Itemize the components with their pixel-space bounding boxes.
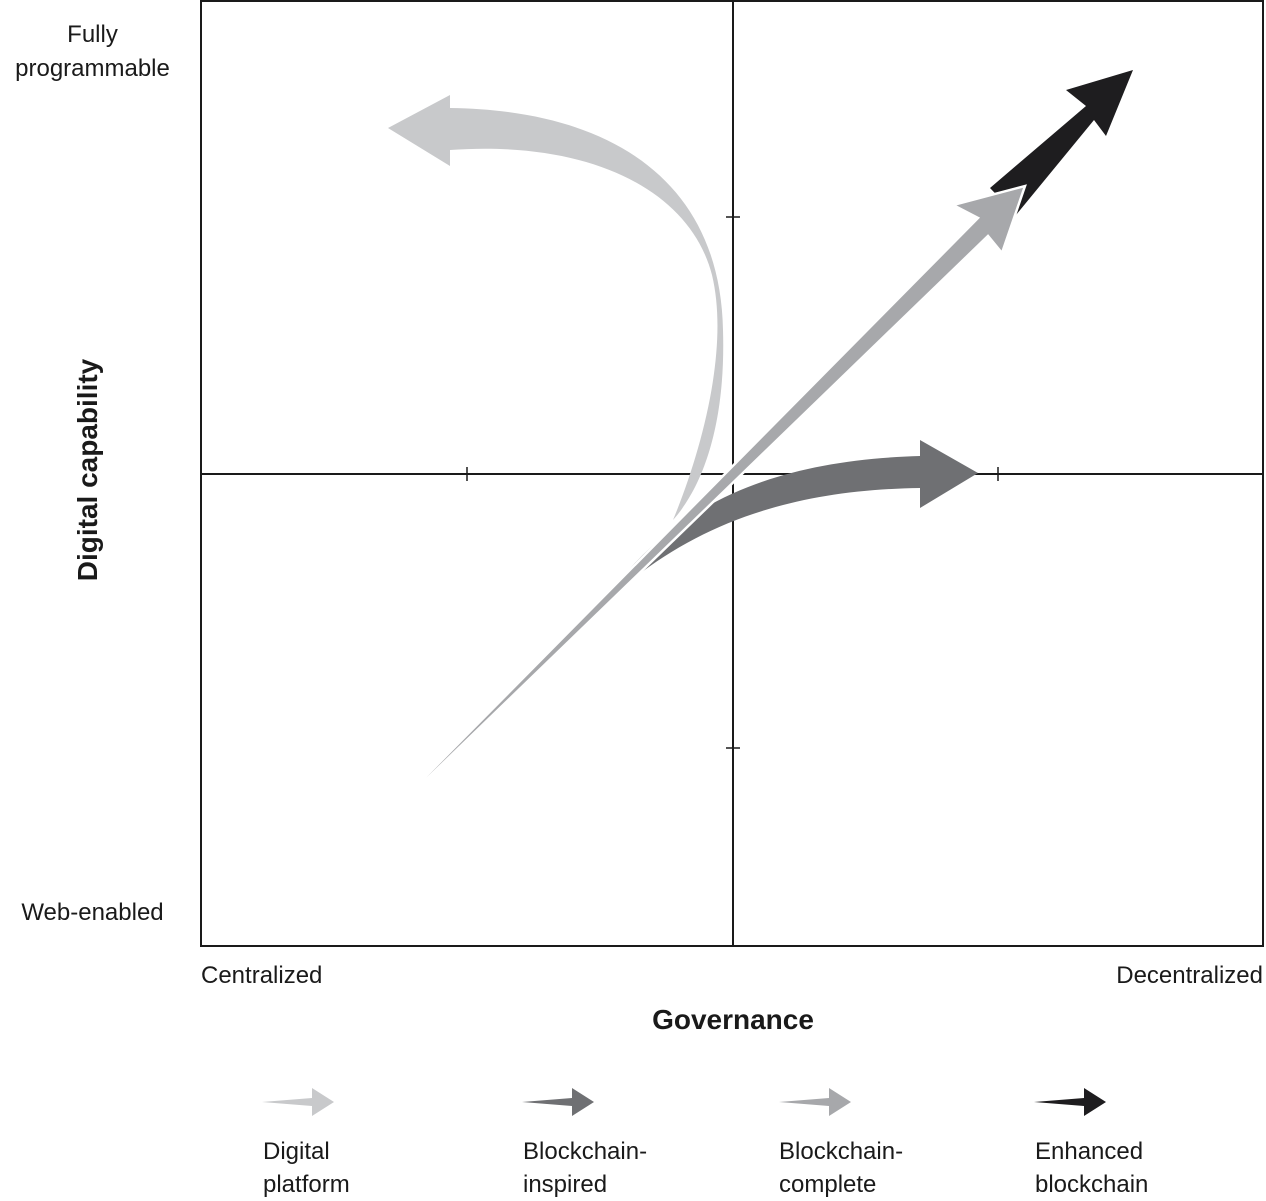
legend-label-blockchain-complete: Blockchain- complete <box>779 1135 903 1201</box>
y-axis-title: Digital capability <box>72 358 103 582</box>
y-top-label: Fully programmable <box>0 18 185 86</box>
legend-arrow-blockchain-complete <box>779 1088 851 1116</box>
blockchain-inspired-arrow <box>600 440 978 608</box>
legend-line: inspired <box>523 1171 608 1198</box>
blockchain-complete-arrow <box>344 184 1027 859</box>
x-right-label: Decentralized <box>1116 962 1263 989</box>
enhanced-blockchain-arrow <box>990 70 1133 215</box>
legend-label-blockchain-inspired: Blockchain- inspired <box>523 1135 647 1201</box>
legend-line: Digital <box>263 1138 330 1165</box>
legend-line: complete <box>779 1171 877 1198</box>
legend-arrow-digital-platform <box>262 1088 334 1116</box>
legend-line: platform <box>263 1171 350 1198</box>
digital-platform-arrow <box>388 95 724 520</box>
legend-line: Blockchain- <box>523 1138 648 1165</box>
y-top-label-line2: programmable <box>15 55 170 82</box>
legend-line: Enhanced <box>1035 1138 1144 1165</box>
legend-line: Blockchain- <box>779 1138 904 1165</box>
legend-arrow-enhanced-blockchain <box>1034 1088 1106 1116</box>
legend-arrow-blockchain-inspired <box>522 1088 594 1116</box>
y-bottom-label: Web-enabled <box>21 899 164 926</box>
x-left-label: Centralized <box>201 962 323 989</box>
y-top-label-line1: Fully <box>67 21 118 48</box>
x-axis-title: Governance <box>652 1004 814 1035</box>
legend-label-digital-platform: Digital platform <box>263 1135 350 1201</box>
legend-line: blockchain <box>1035 1171 1149 1198</box>
legend-label-enhanced-blockchain: Enhanced blockchain <box>1035 1135 1148 1201</box>
